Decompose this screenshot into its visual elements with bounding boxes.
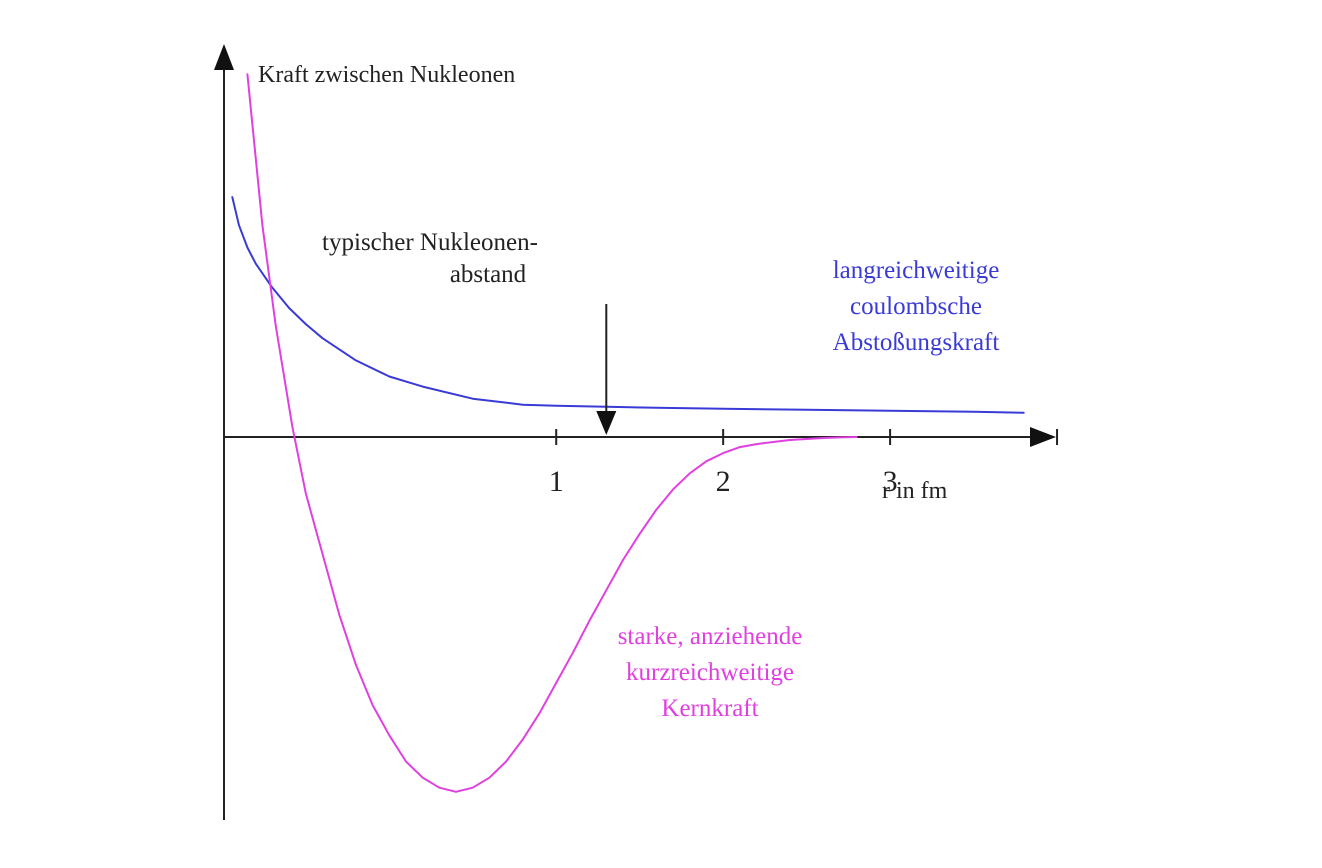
x-tick-label-2: 2 bbox=[716, 465, 731, 498]
coulomb-label-line-2: coulombsche bbox=[850, 293, 982, 320]
nuclear-force-label-line-3: Kernkraft bbox=[661, 695, 758, 722]
x-tick-label-3: 3 bbox=[883, 465, 898, 498]
y-axis bbox=[214, 44, 234, 820]
curves: langreichweitige coulombsche Abstoßungskra… bbox=[231, 73, 1025, 793]
y-axis-arrowhead bbox=[214, 44, 234, 70]
x-axis-label: r in fm bbox=[882, 478, 948, 504]
annotation: typischer Nukleonen-abstand bbox=[322, 229, 617, 435]
annotation-text-line-1: typischer Nukleonen- bbox=[322, 229, 538, 256]
y-axis-label: Kraft zwischen Nukleonen bbox=[258, 62, 515, 88]
x-tick-label-1: 1 bbox=[549, 465, 564, 498]
coulomb-label: langreichweitige coulombsche Abstoßungskra… bbox=[833, 257, 1000, 356]
nuclear-force-label: starke, anziehende kurzreichweitige Kernkr… bbox=[618, 623, 803, 722]
nuclear-force-label-line-1: starke, anziehende bbox=[618, 623, 803, 650]
coulomb-label-line-1: langreichweitige bbox=[833, 257, 1000, 284]
annotation-arrowhead bbox=[596, 411, 617, 435]
x-ticks: 1 2 3 bbox=[549, 429, 1059, 498]
annotation-text-line-2: abstand bbox=[450, 261, 527, 288]
x-axis bbox=[224, 427, 1056, 447]
series-nuclear-line bbox=[246, 73, 858, 793]
series-coulomb-line bbox=[231, 196, 1025, 414]
x-axis-arrowhead bbox=[1030, 427, 1056, 447]
coulomb-label-line-3: Abstoßungskraft bbox=[833, 329, 1000, 356]
nuclear-force-label-line-2: kurzreichweitige bbox=[626, 659, 794, 686]
annotation-text: typischer Nukleonen-abstand bbox=[322, 229, 538, 288]
